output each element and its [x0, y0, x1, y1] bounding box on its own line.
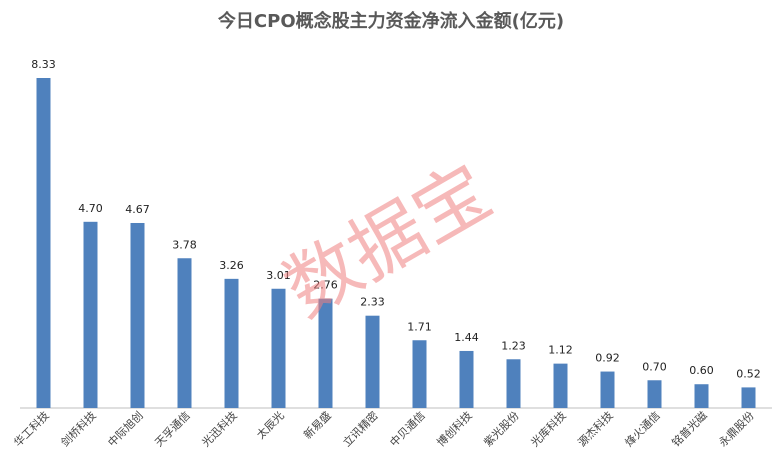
bar [694, 384, 709, 408]
value-label: 1.12 [548, 344, 573, 357]
value-label: 0.52 [736, 367, 761, 380]
bar [365, 315, 380, 408]
x-tick-label: 铭普光磁 [669, 408, 710, 449]
bar [647, 380, 662, 408]
value-label: 3.01 [266, 269, 291, 282]
value-label: 1.71 [407, 320, 432, 333]
bar [224, 278, 239, 408]
bar [318, 298, 333, 408]
bar [459, 350, 474, 408]
x-tick-label: 华工科技 [11, 408, 52, 449]
value-label: 0.70 [642, 360, 667, 373]
x-tick-label: 新易盛 [301, 408, 334, 441]
value-label: 3.26 [219, 259, 244, 272]
x-tick-label: 光迅科技 [199, 408, 240, 449]
x-tick-label: 中际旭创 [105, 408, 146, 449]
bar [741, 387, 756, 408]
bar [600, 371, 615, 408]
x-tick-label: 剑桥科技 [58, 408, 99, 449]
value-label: 1.44 [454, 331, 479, 344]
x-tick-label: 中贝通信 [387, 409, 427, 449]
bar [36, 78, 51, 408]
x-tick-label: 太辰光 [254, 408, 287, 441]
value-label: 4.67 [125, 203, 150, 216]
bar [130, 222, 145, 408]
bar [83, 221, 98, 408]
bar [553, 363, 568, 408]
x-tick-label: 源杰科技 [575, 408, 616, 449]
value-label: 0.60 [689, 364, 714, 377]
value-label: 3.78 [172, 238, 197, 251]
watermark: 数据宝 [270, 148, 505, 333]
bar [412, 340, 427, 408]
x-tick-label: 紫光股份 [481, 408, 522, 449]
value-label: 2.76 [313, 279, 338, 292]
bar [506, 359, 521, 408]
value-label: 8.33 [31, 58, 56, 71]
x-tick-label: 永鼎股份 [716, 408, 757, 449]
value-label: 0.92 [595, 352, 620, 365]
x-tick-label: 立讯精密 [340, 408, 381, 449]
value-label: 2.33 [360, 296, 385, 309]
bar [177, 258, 192, 408]
x-tick-label: 博创科技 [434, 408, 475, 449]
value-label: 4.70 [78, 202, 103, 215]
x-tick-label: 天孚通信 [152, 409, 192, 449]
x-tick-label: 光库科技 [528, 408, 569, 449]
bar [271, 288, 286, 408]
x-tick-label: 烽火通信 [622, 409, 662, 449]
chart-title: 今日CPO概念股主力资金净流入金额(亿元) [218, 10, 564, 32]
value-label: 1.23 [501, 339, 526, 352]
